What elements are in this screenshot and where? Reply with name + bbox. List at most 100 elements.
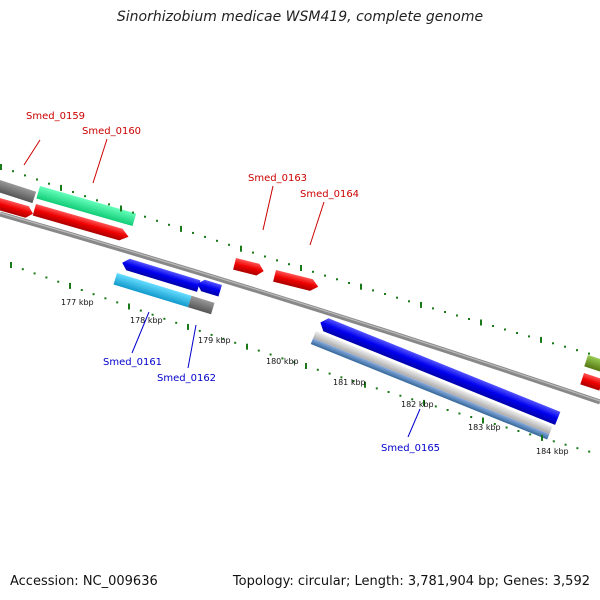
scale-label: 182 kbp <box>401 400 434 409</box>
minor-tick <box>456 314 458 317</box>
major-tick <box>180 225 182 232</box>
gene-feature-red[interactable] <box>32 204 131 243</box>
minor-tick <box>48 182 50 185</box>
minor-tick <box>72 191 74 193</box>
minor-tick <box>156 219 158 222</box>
gene-feature-smed-0162[interactable] <box>195 278 222 297</box>
minor-tick <box>288 263 290 266</box>
gene-feature-cyan[interactable] <box>113 273 192 308</box>
gene-feature-steel[interactable] <box>310 338 550 440</box>
major-tick <box>360 283 362 290</box>
major-tick <box>541 434 543 441</box>
gene-feature-smed-0164[interactable] <box>273 270 320 293</box>
minor-tick <box>116 301 119 304</box>
minor-tick <box>324 274 326 277</box>
major-tick <box>420 301 422 308</box>
gene-label-smed-0164[interactable]: Smed_0164 <box>300 189 359 200</box>
minor-tick <box>264 255 266 258</box>
reverse-gene-labels: Smed_0161 Smed_0162 Smed_0165 <box>103 311 440 454</box>
gene-label-smed-0159[interactable]: Smed_0159 <box>26 111 85 122</box>
minor-tick <box>468 318 470 320</box>
major-tick <box>246 343 248 350</box>
minor-tick <box>316 368 319 371</box>
major-tick <box>480 319 482 326</box>
major-tick <box>423 399 425 406</box>
minor-tick <box>588 450 591 453</box>
minor-tick <box>104 297 107 300</box>
genome-backbone <box>0 211 600 405</box>
minor-tick <box>281 357 284 360</box>
genome-backbone-highlight <box>0 212 600 402</box>
gene-feature-smed-0161[interactable] <box>120 257 201 292</box>
minor-tick <box>444 311 446 313</box>
scale-label: 181 kbp <box>333 378 366 387</box>
minor-tick <box>163 317 166 320</box>
minor-tick <box>458 412 461 415</box>
minor-tick <box>108 203 110 206</box>
label-leader <box>407 408 421 438</box>
minor-tick <box>92 293 95 296</box>
minor-tick <box>505 426 508 429</box>
minor-tick <box>408 300 410 303</box>
minor-tick <box>222 337 225 340</box>
scale-label: 180 kbp <box>266 357 299 366</box>
gene-label-smed-0160[interactable]: Smed_0160 <box>82 126 141 137</box>
minor-tick <box>493 423 496 425</box>
minor-tick <box>372 289 374 292</box>
major-tick <box>0 164 2 170</box>
gene-feature-smed-0165[interactable] <box>318 316 561 425</box>
scale-label: 184 kbp <box>536 447 569 456</box>
minor-tick <box>470 416 473 418</box>
gene-feature-gray[interactable] <box>0 180 37 204</box>
minor-tick <box>168 223 170 226</box>
scale-label: 183 kbp <box>468 423 501 432</box>
minor-tick <box>210 333 213 336</box>
minor-tick <box>36 178 38 181</box>
minor-tick <box>204 235 206 238</box>
gene-feature-red[interactable] <box>580 373 600 391</box>
minor-tick <box>352 380 355 382</box>
minor-tick <box>446 409 449 411</box>
minor-tick <box>269 353 272 356</box>
minor-tick <box>328 372 331 375</box>
major-tick <box>69 282 71 289</box>
major-tick <box>120 205 122 212</box>
major-tick <box>540 336 542 343</box>
reverse-tick-row <box>10 262 591 453</box>
major-tick <box>187 323 189 330</box>
gene-label-smed-0165[interactable]: Smed_0165 <box>381 443 440 454</box>
gene-label-smed-0163[interactable]: Smed_0163 <box>248 173 307 184</box>
minor-tick <box>276 259 278 262</box>
minor-tick <box>411 398 414 401</box>
label-leader <box>131 311 150 354</box>
minor-tick <box>132 211 134 214</box>
minor-tick <box>228 243 230 246</box>
major-tick <box>128 303 130 310</box>
gene-feature-smed-0160[interactable] <box>36 186 137 227</box>
gene-feature-gray[interactable] <box>188 295 215 315</box>
minor-tick <box>24 174 26 177</box>
gene-feature-olive[interactable] <box>584 355 600 373</box>
minor-tick <box>21 268 24 271</box>
minor-tick <box>517 430 520 432</box>
label-leader <box>262 185 274 231</box>
gene-feature-smed-0163[interactable] <box>233 258 265 277</box>
gene-feature-silver[interactable] <box>313 331 553 434</box>
major-tick <box>482 417 484 424</box>
minor-tick <box>216 239 218 242</box>
minor-tick <box>144 215 146 218</box>
minor-tick <box>96 199 98 202</box>
minor-tick <box>375 387 378 390</box>
minor-tick <box>336 278 338 281</box>
label-leader <box>309 201 325 246</box>
gene-feature-red[interactable] <box>0 198 35 219</box>
minor-tick <box>552 440 555 443</box>
gene-label-smed-0161[interactable]: Smed_0161 <box>103 357 162 368</box>
gene-label-smed-0162[interactable]: Smed_0162 <box>157 373 216 384</box>
accession-text: Accession: NC_009636 <box>10 574 158 589</box>
minor-tick <box>293 361 296 364</box>
minor-tick <box>384 293 386 295</box>
label-leader <box>187 324 197 369</box>
scale-label: 179 kbp <box>198 336 231 345</box>
